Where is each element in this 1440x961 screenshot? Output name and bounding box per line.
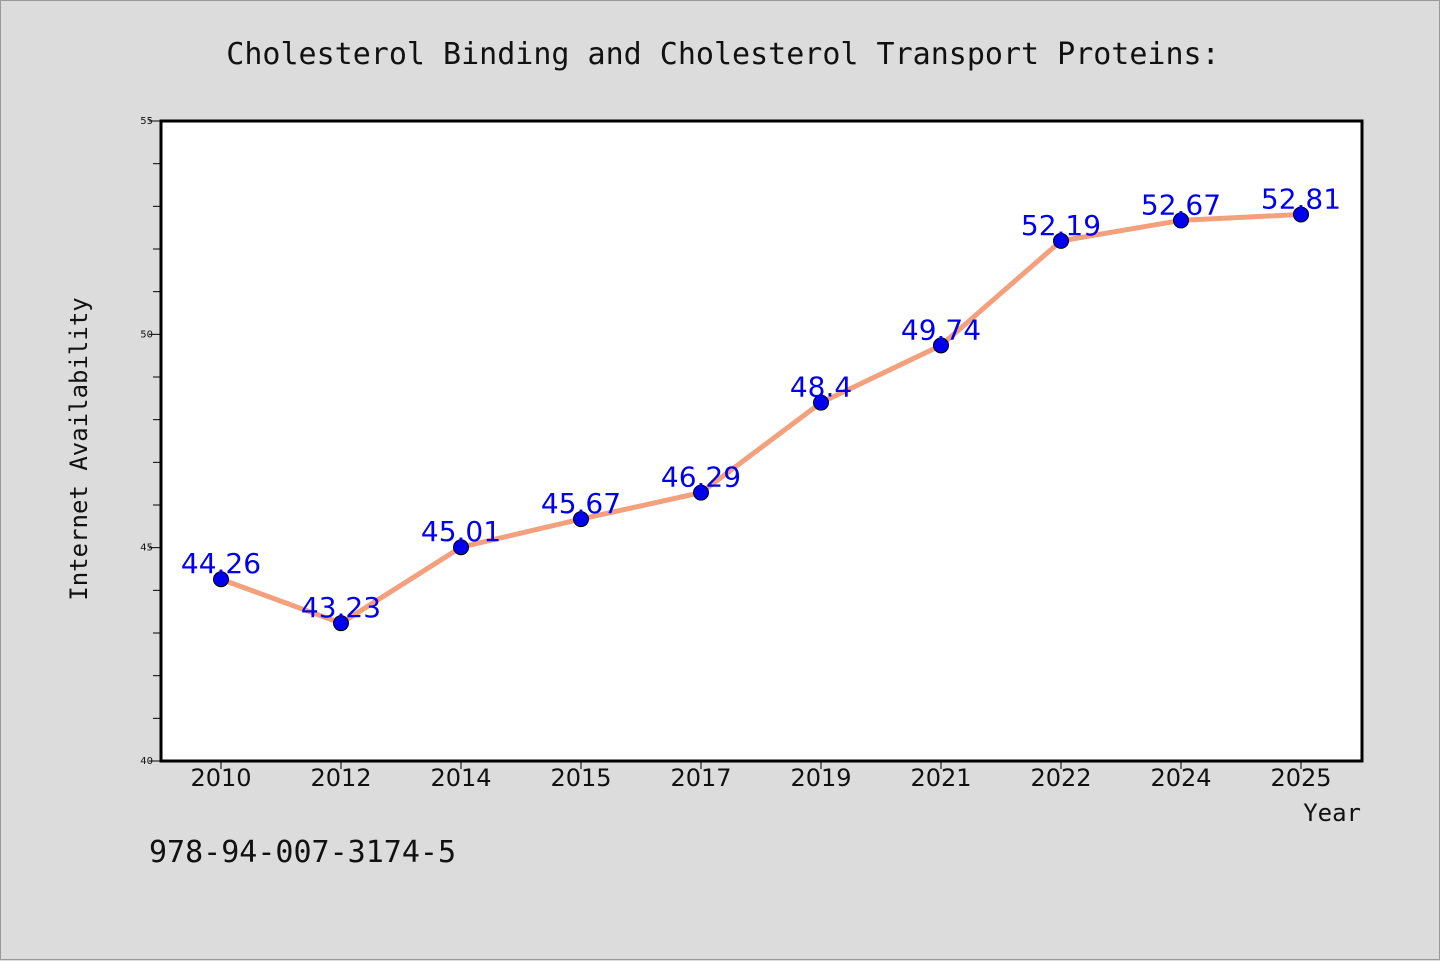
y-axis-labels: 40 45 50 55 xyxy=(140,116,153,767)
data-label: 48.4 xyxy=(790,371,852,404)
data-point xyxy=(693,484,709,501)
y-axis-title: Internet Availability xyxy=(65,297,93,600)
x-tick-label: 2024 xyxy=(1150,764,1211,792)
x-tick-label: 2017 xyxy=(670,764,731,792)
data-label: 45.67 xyxy=(541,487,621,520)
data-label: 52.67 xyxy=(1141,188,1221,221)
data-label: 45.01 xyxy=(421,515,501,548)
x-tick-label: 2014 xyxy=(430,764,491,792)
x-tick-label: 2010 xyxy=(190,764,251,792)
data-label: 43.23 xyxy=(301,591,381,624)
x-tick-label: 2015 xyxy=(550,764,611,792)
x-tick-label: 2019 xyxy=(790,764,851,792)
data-point xyxy=(573,511,589,528)
series-line xyxy=(220,211,1302,626)
data-point xyxy=(1293,206,1309,223)
y-minor-ticks xyxy=(149,120,161,762)
data-point xyxy=(1053,232,1069,249)
x-tick-label: 2025 xyxy=(1270,764,1331,792)
y-tick-label: 40 xyxy=(140,756,153,767)
y-tick-label: 50 xyxy=(140,329,153,340)
x-axis-labels: 2010 2012 2014 2015 2017 2019 2021 2022 2024 2025 xyxy=(190,764,1331,792)
data-label: 52.81 xyxy=(1261,182,1341,215)
data-label: 49.74 xyxy=(901,313,981,346)
data-point xyxy=(213,571,229,588)
data-point xyxy=(1173,212,1189,229)
isbn-caption: 978-94-007-3174-5 xyxy=(149,835,457,870)
x-ticks xyxy=(220,761,1302,769)
data-point xyxy=(933,337,949,354)
chart-title: Cholesterol Binding and Cholesterol Tran… xyxy=(226,37,1219,72)
data-point xyxy=(333,615,349,632)
x-tick-label: 2021 xyxy=(910,764,971,792)
data-label: 52.19 xyxy=(1021,209,1101,242)
y-tick-label: 45 xyxy=(140,543,153,554)
data-label: 46.29 xyxy=(661,461,741,494)
data-label: 44.26 xyxy=(181,547,261,580)
x-tick-label: 2022 xyxy=(1030,764,1091,792)
x-axis-title: Year xyxy=(1303,799,1361,827)
data-point xyxy=(813,394,829,411)
y-tick-label: 55 xyxy=(140,116,153,127)
plot-area xyxy=(159,119,1364,763)
data-markers xyxy=(213,206,1309,632)
x-tick-label: 2012 xyxy=(310,764,371,792)
data-labels: 44.26 43.23 45.01 45.67 46.29 48.4 49.74 52.19 5… xyxy=(181,182,1341,624)
data-point xyxy=(453,539,469,556)
